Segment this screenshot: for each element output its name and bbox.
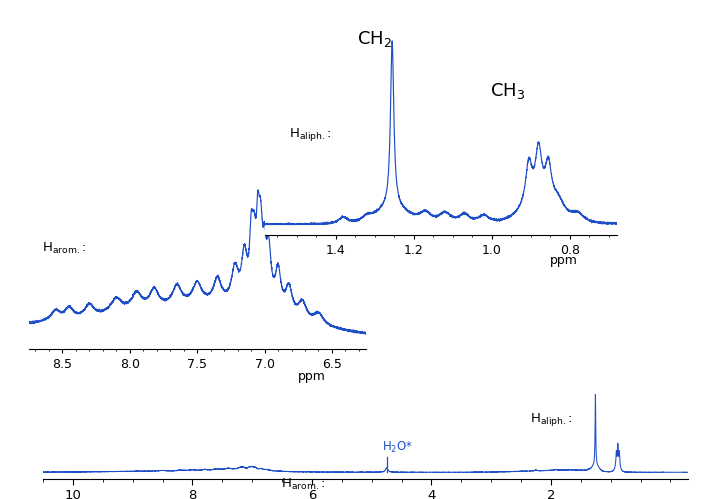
Text: H$_\mathregular{arom.}$:: H$_\mathregular{arom.}$:	[42, 241, 87, 256]
X-axis label: ppm: ppm	[298, 370, 326, 383]
Text: H$_\mathregular{aliph.}$:: H$_\mathregular{aliph.}$:	[530, 411, 573, 428]
X-axis label: ppm: ppm	[550, 254, 578, 267]
Text: H$_\mathregular{arom.}$:: H$_\mathregular{arom.}$:	[281, 477, 325, 492]
Text: CH$_2$: CH$_2$	[357, 29, 392, 49]
Text: H$_\mathregular{aliph.}$:: H$_\mathregular{aliph.}$:	[289, 126, 331, 143]
Text: H$_2$O*: H$_2$O*	[382, 440, 414, 456]
Text: CH$_3$: CH$_3$	[490, 81, 525, 101]
